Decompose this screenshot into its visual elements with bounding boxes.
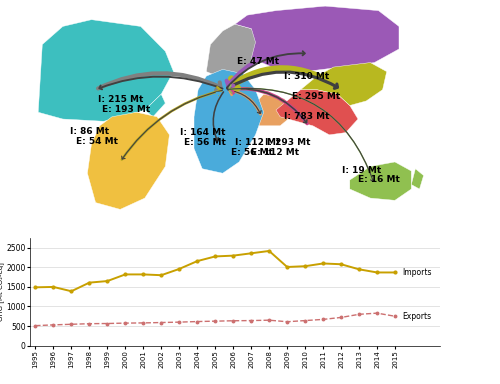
FancyArrowPatch shape bbox=[230, 86, 260, 114]
Polygon shape bbox=[350, 162, 412, 200]
Text: E: 54 Mt: E: 54 Mt bbox=[76, 137, 118, 146]
Text: I: 164 Mt: I: 164 Mt bbox=[180, 128, 225, 137]
Text: E: 193 Mt: E: 193 Mt bbox=[102, 106, 150, 114]
Polygon shape bbox=[235, 6, 399, 71]
FancyArrowPatch shape bbox=[229, 85, 374, 182]
Polygon shape bbox=[412, 169, 424, 189]
Text: I: 19 Mt: I: 19 Mt bbox=[342, 166, 381, 175]
Polygon shape bbox=[88, 112, 170, 209]
FancyArrowPatch shape bbox=[226, 53, 306, 86]
Y-axis label: GHG [Mt CO₂-eq]: GHG [Mt CO₂-eq] bbox=[0, 262, 4, 321]
Text: I: 86 Mt: I: 86 Mt bbox=[70, 127, 110, 136]
FancyArrowPatch shape bbox=[228, 88, 374, 181]
Polygon shape bbox=[194, 70, 264, 173]
FancyArrowPatch shape bbox=[230, 84, 307, 124]
Text: I: 112 Mt: I: 112 Mt bbox=[235, 138, 281, 147]
Text: I: 310 Mt: I: 310 Mt bbox=[284, 72, 330, 81]
Text: E: 112 Mt: E: 112 Mt bbox=[252, 148, 300, 157]
Text: E: 56 Mt: E: 56 Mt bbox=[231, 148, 273, 157]
Text: E: 295 Mt: E: 295 Mt bbox=[292, 92, 341, 101]
Text: E: 47 Mt: E: 47 Mt bbox=[237, 57, 279, 66]
Polygon shape bbox=[300, 63, 386, 106]
FancyArrowPatch shape bbox=[98, 73, 220, 90]
Text: E: 56 Mt: E: 56 Mt bbox=[184, 139, 226, 147]
FancyArrowPatch shape bbox=[100, 76, 222, 89]
Text: I: 293 Mt: I: 293 Mt bbox=[265, 138, 310, 147]
Polygon shape bbox=[206, 24, 260, 78]
Polygon shape bbox=[38, 20, 173, 121]
FancyArrowPatch shape bbox=[213, 93, 224, 141]
Polygon shape bbox=[145, 94, 166, 117]
FancyArrowPatch shape bbox=[227, 51, 304, 88]
Polygon shape bbox=[248, 94, 296, 126]
Text: E: 16 Mt: E: 16 Mt bbox=[358, 175, 400, 184]
Polygon shape bbox=[276, 90, 358, 135]
FancyArrowPatch shape bbox=[122, 87, 221, 160]
Text: I: 215 Mt: I: 215 Mt bbox=[98, 95, 143, 104]
FancyArrowPatch shape bbox=[214, 92, 224, 140]
FancyArrowPatch shape bbox=[122, 90, 222, 159]
FancyArrowPatch shape bbox=[228, 72, 338, 88]
FancyArrowPatch shape bbox=[228, 90, 261, 113]
Text: Exports: Exports bbox=[402, 312, 432, 321]
FancyArrowPatch shape bbox=[228, 89, 307, 123]
Text: I: 783 Mt: I: 783 Mt bbox=[284, 112, 330, 121]
FancyArrowPatch shape bbox=[231, 69, 340, 88]
Text: Imports: Imports bbox=[402, 268, 432, 277]
